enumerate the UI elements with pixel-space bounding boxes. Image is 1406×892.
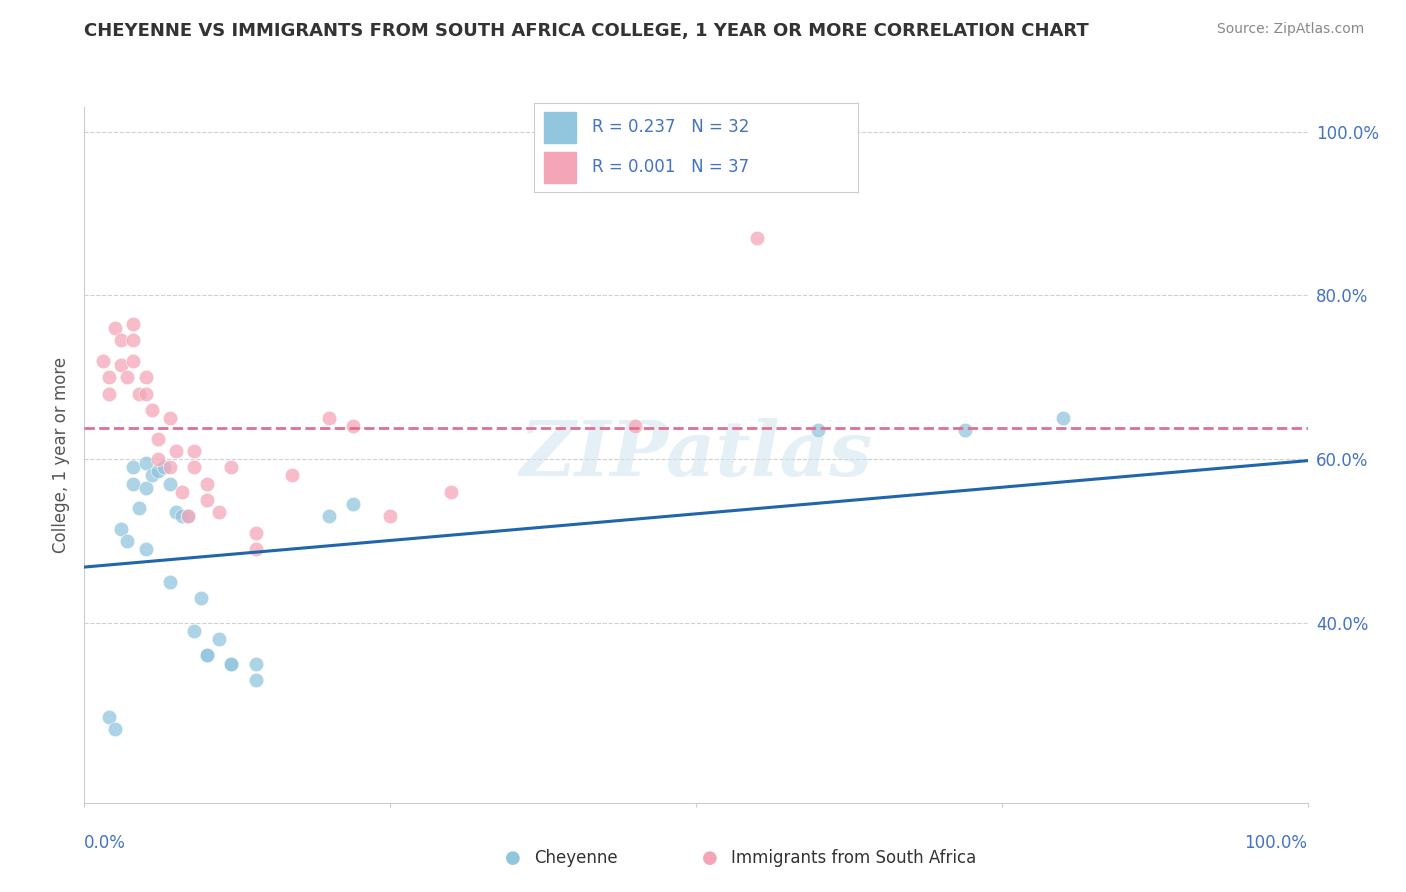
Point [318,411,340,425]
Point [440,484,463,499]
Point [122,353,145,368]
Point [1052,411,1074,425]
Point [183,443,205,458]
Point [281,468,304,483]
Point [141,403,163,417]
Point [245,525,267,540]
Y-axis label: College, 1 year or more: College, 1 year or more [52,357,70,553]
Point [159,476,181,491]
Point [135,542,157,557]
Point [219,460,242,475]
Point [104,321,127,335]
Point [110,358,132,372]
Point [219,657,242,671]
Point [165,505,187,519]
Point [208,632,231,646]
Text: 100.0%: 100.0% [1244,834,1308,852]
Point [128,501,150,516]
Point [195,492,218,507]
Point [165,443,187,458]
Text: R = 0.001   N = 37: R = 0.001 N = 37 [592,158,749,176]
Point [380,509,402,524]
Point [128,386,150,401]
Point [115,533,138,548]
Point [97,710,120,724]
Point [245,657,267,671]
Point [318,509,340,524]
Point [807,423,830,437]
Point [97,386,120,401]
Point [135,370,157,384]
Point [624,419,647,434]
Text: Source: ZipAtlas.com: Source: ZipAtlas.com [1216,22,1364,37]
Point [135,386,157,401]
Bar [544,112,576,143]
Point [159,574,181,589]
Text: ●: ● [505,849,522,867]
Point [135,456,157,470]
Text: Cheyenne: Cheyenne [534,849,617,867]
Point [183,624,205,638]
Text: ●: ● [702,849,718,867]
Point [195,648,218,663]
Text: Immigrants from South Africa: Immigrants from South Africa [731,849,976,867]
Point [122,476,145,491]
Point [219,657,242,671]
Point [172,484,194,499]
Point [342,419,364,434]
Point [195,476,218,491]
Text: R = 0.237   N = 32: R = 0.237 N = 32 [592,118,749,136]
Point [342,497,364,511]
Point [758,136,780,151]
Point [172,509,194,524]
Point [97,370,120,384]
Point [245,542,267,557]
Point [195,648,218,663]
Bar [544,152,576,183]
Point [91,353,114,368]
Point [110,334,132,348]
Point [110,522,132,536]
Point [153,460,176,475]
Text: CHEYENNE VS IMMIGRANTS FROM SOUTH AFRICA COLLEGE, 1 YEAR OR MORE CORRELATION CHA: CHEYENNE VS IMMIGRANTS FROM SOUTH AFRICA… [84,22,1090,40]
Point [135,481,157,495]
Point [122,460,145,475]
Point [122,317,145,331]
Point [190,591,212,606]
Point [104,722,127,736]
Point [208,505,231,519]
Text: ZIPatlas: ZIPatlas [519,418,873,491]
Point [177,509,200,524]
Point [146,452,169,467]
Point [159,460,181,475]
Point [146,432,169,446]
Point [141,468,163,483]
Point [146,464,169,478]
Text: 0.0%: 0.0% [84,834,127,852]
Point [159,411,181,425]
Point [177,509,200,524]
Point [183,460,205,475]
Point [245,673,267,687]
Point [747,231,769,245]
Point [953,423,976,437]
Point [115,370,138,384]
Point [122,334,145,348]
